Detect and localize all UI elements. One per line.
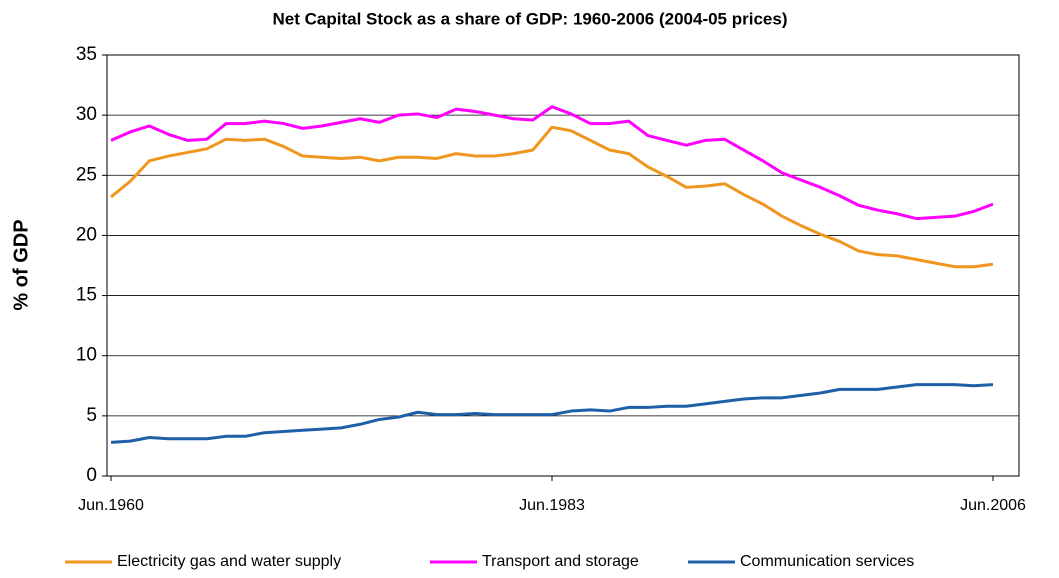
y-tick-label: 25 (76, 164, 97, 185)
y-tick-label: 20 (76, 224, 97, 245)
plot-border (106, 54, 1020, 477)
y-tick-label: 35 (76, 44, 97, 65)
legend-label: Communication services (740, 553, 914, 570)
legend-label: Transport and storage (482, 553, 639, 570)
series-line (110, 125, 994, 269)
chart-title: Net Capital Stock as a share of GDP: 196… (273, 9, 788, 28)
x-tick-label: Jun.2006 (960, 497, 1026, 514)
legend-label: Electricity gas and water supply (117, 553, 341, 570)
x-tick-label: Jun.1960 (78, 497, 144, 514)
series-line (110, 383, 994, 444)
y-axis-label: % of GDP (10, 219, 32, 310)
y-tick-label: 30 (76, 104, 97, 125)
x-tick-label: Jun.1983 (519, 497, 585, 514)
y-tick-label: 5 (86, 405, 97, 426)
series-line (110, 105, 994, 221)
y-tick-label: 0 (86, 465, 97, 486)
y-tick-label: 10 (76, 345, 97, 366)
y-tick-label: 15 (76, 285, 97, 306)
